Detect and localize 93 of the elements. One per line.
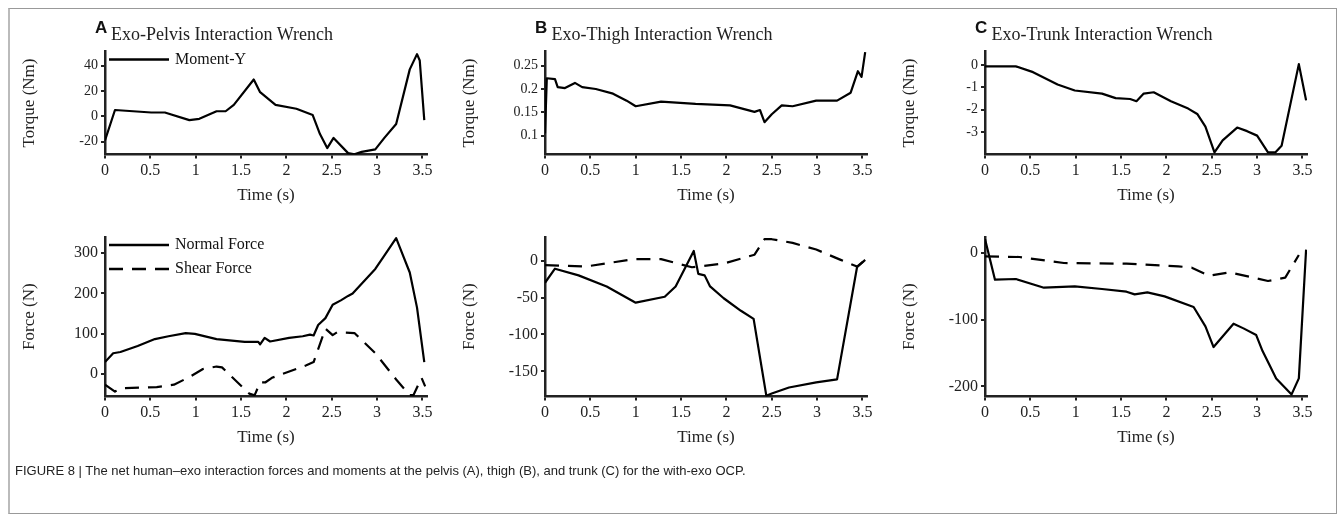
- y-tick-label: -1: [966, 79, 978, 95]
- y-tick-label: -200: [948, 376, 978, 394]
- x-tick-label: 2: [722, 161, 731, 179]
- chart-title: Exo-Thigh Interaction Wrench: [551, 23, 773, 44]
- y-tick-label: 0: [970, 243, 978, 261]
- x-tick-label: 2: [1162, 403, 1171, 421]
- y-tick-label: 0: [971, 56, 978, 72]
- x-tick-label: 3.5: [1292, 161, 1313, 179]
- y-tick-label: -3: [966, 123, 978, 139]
- x-axis-title: Time (s): [1117, 427, 1175, 447]
- y-axis-title: Torque (Nm): [18, 58, 38, 148]
- x-tick-label: 1.5: [1111, 161, 1132, 179]
- x-axis-title: Time (s): [237, 427, 295, 447]
- y-tick-label: -50: [516, 287, 538, 305]
- x-tick-label: 3: [373, 161, 382, 179]
- x-tick-label: 1.5: [671, 161, 692, 179]
- x-tick-label: 3: [813, 161, 822, 179]
- y-axis-title: Torque (Nm): [458, 58, 478, 148]
- x-tick-label: 2.5: [321, 161, 342, 179]
- x-tick-label: 2.5: [1201, 403, 1222, 421]
- x-tick-label: 0.5: [580, 161, 601, 179]
- legend-label: Moment-Y: [175, 49, 247, 67]
- y-tick-label: 100: [74, 324, 98, 342]
- x-tick-label: 2: [282, 161, 291, 179]
- chart-title: Exo-Trunk Interaction Wrench: [991, 23, 1213, 44]
- x-tick-label: 0: [981, 403, 989, 421]
- y-tick-label: 0.1: [520, 127, 538, 143]
- y-axis-title: Torque (Nm): [898, 58, 918, 148]
- x-tick-label: 1: [1071, 161, 1080, 179]
- y-tick-label: 40: [84, 57, 98, 73]
- x-tick-label: 3.5: [852, 403, 873, 421]
- x-tick-label: 1: [191, 403, 200, 421]
- x-axis-title: Time (s): [677, 427, 735, 447]
- y-tick-label: 300: [74, 243, 98, 261]
- x-tick-label: 1.5: [231, 161, 252, 179]
- y-tick-label: -20: [79, 133, 98, 149]
- y-tick-label: 200: [74, 283, 98, 301]
- y-axis-title: Force (N): [458, 283, 478, 350]
- x-tick-label: 1: [191, 161, 200, 179]
- x-tick-label: 1: [631, 403, 640, 421]
- x-tick-label: 2.5: [1201, 161, 1222, 179]
- y-tick-label: 0: [91, 108, 98, 123]
- chart-title: Exo-Pelvis Interaction Wrench: [111, 23, 333, 44]
- x-tick-label: 1.5: [1111, 403, 1132, 421]
- x-tick-label: 2: [1162, 161, 1171, 179]
- x-tick-label: 3.5: [412, 161, 433, 179]
- x-tick-label: 1.5: [231, 403, 252, 421]
- y-tick-label: 0.15: [513, 104, 538, 120]
- x-tick-label: 0: [541, 403, 549, 421]
- x-axis-title: Time (s): [677, 185, 735, 205]
- y-tick-label: 0: [90, 364, 98, 382]
- x-tick-label: 0: [541, 161, 549, 179]
- x-tick-label: 1.5: [671, 403, 692, 421]
- x-tick-label: 0: [101, 161, 109, 179]
- y-axis-title: Force (N): [898, 283, 918, 350]
- y-tick-label: 0: [530, 250, 538, 268]
- text: B: [535, 18, 548, 38]
- x-tick-label: 0.5: [1020, 161, 1041, 179]
- x-tick-label: 3: [1253, 403, 1262, 421]
- x-tick-label: 3: [813, 403, 822, 421]
- y-tick-label: -2: [966, 101, 978, 117]
- legend-label: Shear Force: [175, 259, 252, 277]
- x-tick-label: 0: [981, 161, 989, 179]
- x-tick-label: 2.5: [761, 161, 782, 179]
- y-tick-label: -100: [508, 324, 538, 342]
- y-tick-label: 0.2: [520, 80, 538, 96]
- x-tick-label: 0.5: [580, 403, 601, 421]
- y-axis-title: Force (N): [18, 283, 38, 350]
- text: A: [95, 18, 108, 38]
- x-tick-label: 0.5: [1020, 403, 1041, 421]
- x-tick-label: 0: [101, 403, 109, 421]
- text: C: [975, 18, 988, 38]
- x-tick-label: 3: [373, 403, 382, 421]
- x-axis-title: Time (s): [1117, 185, 1175, 205]
- x-tick-label: 1: [631, 161, 640, 179]
- caption: FIGURE 8 | The net human–exo interaction forces and moments at the pelvis (A), thigh (B), and trunk (C) for the with-exo OCP.: [15, 463, 747, 478]
- x-tick-label: 3.5: [1292, 403, 1313, 421]
- x-tick-label: 0.5: [140, 403, 161, 421]
- x-tick-label: 3: [1253, 161, 1262, 179]
- x-tick-label: 2.5: [321, 403, 342, 421]
- x-tick-label: 1: [1071, 403, 1080, 421]
- y-tick-label: 0.25: [513, 57, 538, 73]
- y-tick-label: -100: [948, 309, 978, 327]
- x-tick-label: 3.5: [412, 403, 433, 421]
- x-axis-title: Time (s): [237, 185, 295, 205]
- x-tick-label: 2.5: [761, 403, 782, 421]
- x-tick-label: 2: [722, 403, 731, 421]
- y-tick-label: 20: [84, 82, 98, 98]
- x-tick-label: 3.5: [852, 161, 873, 179]
- y-tick-label: -150: [508, 361, 538, 379]
- x-tick-label: 2: [282, 403, 291, 421]
- x-tick-label: 0.5: [140, 161, 161, 179]
- legend-label: Normal Force: [175, 235, 265, 253]
